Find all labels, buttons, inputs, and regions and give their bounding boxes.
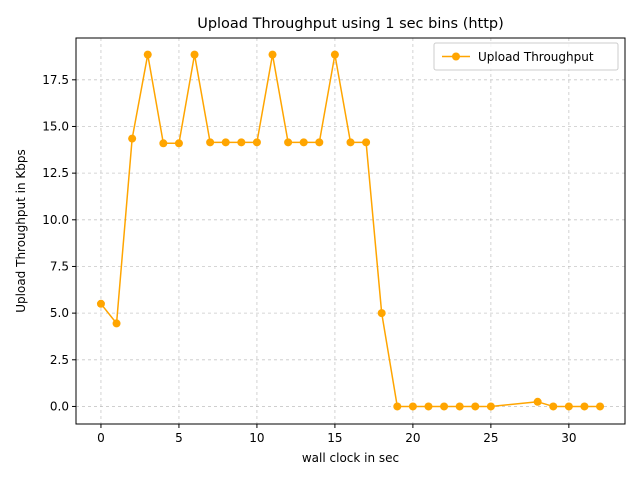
data-point xyxy=(486,402,495,411)
legend: Upload Throughput xyxy=(433,42,619,71)
data-point xyxy=(580,402,589,411)
data-point xyxy=(330,50,339,59)
data-point xyxy=(206,138,215,147)
data-point xyxy=(564,402,573,411)
data-point xyxy=(96,299,105,308)
x-tick-label: 25 xyxy=(483,431,498,445)
data-point xyxy=(284,138,293,147)
data-point xyxy=(377,309,386,318)
x-tick-label: 15 xyxy=(327,431,342,445)
y-tick-label: 0.0 xyxy=(50,399,69,413)
data-point xyxy=(549,402,558,411)
y-tick-label: 7.5 xyxy=(50,259,69,273)
y-tick-label: 15.0 xyxy=(42,119,69,133)
x-tick-label: 30 xyxy=(561,431,576,445)
x-tick-label: 20 xyxy=(405,431,420,445)
data-point xyxy=(252,138,261,147)
series-markers xyxy=(96,50,605,411)
y-tick-label: 12.5 xyxy=(42,166,69,180)
data-point xyxy=(393,402,402,411)
x-tick-label: 5 xyxy=(175,431,183,445)
data-point xyxy=(471,402,480,411)
legend-label: Upload Throughput xyxy=(478,50,594,64)
data-point xyxy=(408,402,417,411)
data-point xyxy=(159,139,168,148)
y-tick-label: 10.0 xyxy=(42,213,69,227)
data-point xyxy=(315,138,324,147)
data-point xyxy=(143,50,152,59)
data-point xyxy=(190,50,199,59)
chart-title: Upload Throughput using 1 sec bins (http… xyxy=(197,16,504,32)
y-axis-label: Upload Throughput in Kbps xyxy=(14,149,28,313)
data-point xyxy=(128,134,137,143)
data-point xyxy=(346,138,355,147)
y-tick-label: 2.5 xyxy=(50,353,69,367)
data-point xyxy=(455,402,464,411)
legend-marker-swatch xyxy=(452,52,460,61)
data-point xyxy=(174,139,183,148)
data-point xyxy=(596,402,605,411)
axis-ticks: 0 5 10 15 20 25 30 0.0 2.5 5.0 7.5 10.0 12.5 15.0 17.5 xyxy=(42,73,576,445)
series-line xyxy=(100,53,601,408)
grid xyxy=(76,38,625,424)
data-point xyxy=(299,138,308,147)
data-point xyxy=(221,138,230,147)
data-point xyxy=(268,50,277,59)
legend-box xyxy=(433,42,619,71)
data-point xyxy=(237,138,246,147)
plot-frame xyxy=(75,37,626,425)
data-point xyxy=(112,319,121,328)
x-axis-label: wall clock in sec xyxy=(302,451,399,465)
x-tick-label: 0 xyxy=(97,431,105,445)
y-tick-label: 17.5 xyxy=(42,73,69,87)
y-tick-label: 5.0 xyxy=(50,306,69,320)
data-point xyxy=(424,402,433,411)
data-point xyxy=(533,397,542,406)
x-tick-label: 10 xyxy=(249,431,264,445)
data-point xyxy=(362,138,371,147)
data-point xyxy=(440,402,449,411)
series-line-layer xyxy=(100,53,601,408)
